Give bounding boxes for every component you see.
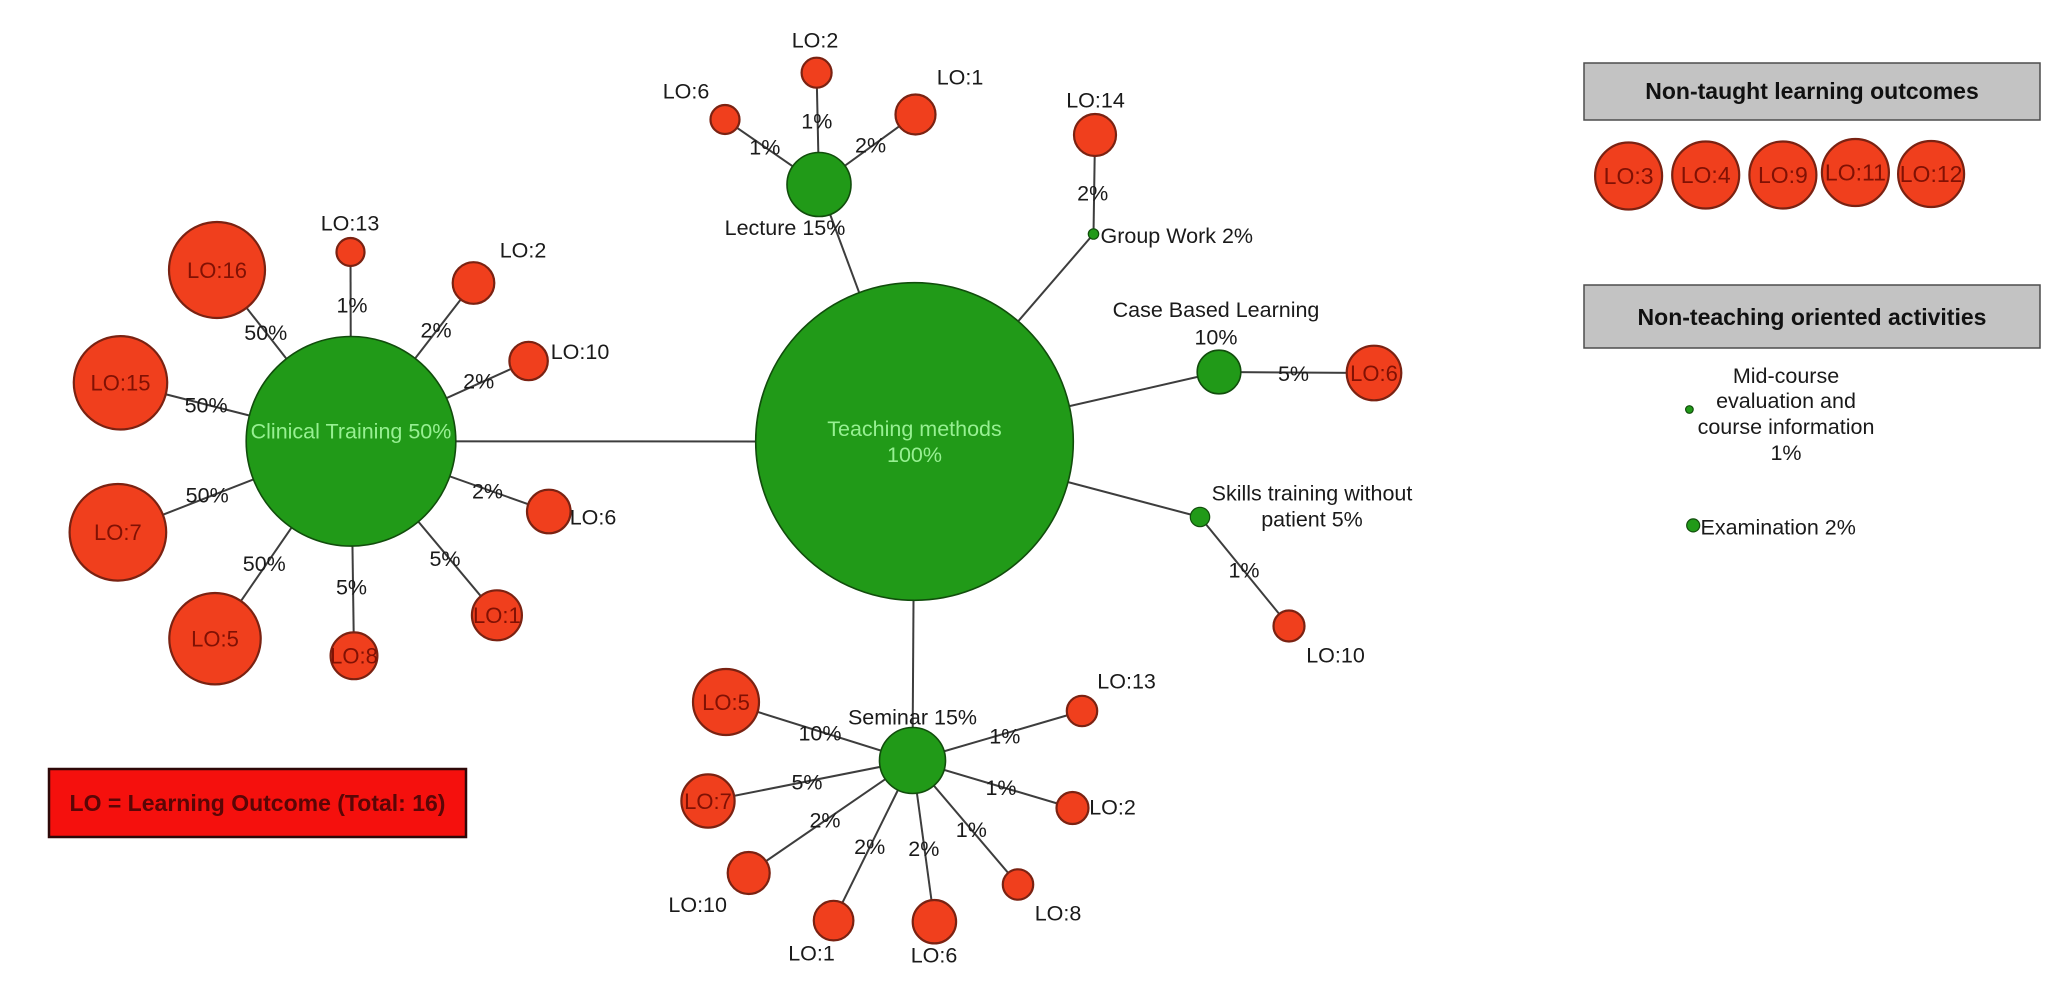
svg-text:2%: 2% bbox=[1077, 182, 1108, 206]
svg-text:2%: 2% bbox=[472, 479, 503, 503]
svg-text:2%: 2% bbox=[855, 133, 886, 157]
svg-text:LO:8: LO:8 bbox=[330, 644, 378, 669]
svg-text:LO:10: LO:10 bbox=[1306, 644, 1365, 668]
svg-text:50%: 50% bbox=[185, 394, 228, 418]
svg-text:Group Work 2%: Group Work 2% bbox=[1101, 224, 1254, 248]
svg-text:100%: 100% bbox=[887, 443, 942, 467]
svg-text:LO:6: LO:6 bbox=[663, 80, 710, 104]
svg-text:Skills training without: Skills training without bbox=[1212, 482, 1413, 506]
svg-text:LO:2: LO:2 bbox=[500, 239, 547, 263]
svg-text:LO:16: LO:16 bbox=[187, 258, 247, 283]
svg-text:5%: 5% bbox=[791, 770, 822, 794]
svg-text:1%: 1% bbox=[1770, 441, 1801, 465]
svg-text:LO:1: LO:1 bbox=[788, 942, 835, 966]
svg-text:5%: 5% bbox=[429, 547, 460, 571]
svg-text:LO:7: LO:7 bbox=[94, 520, 142, 545]
svg-text:LO:7: LO:7 bbox=[684, 789, 732, 814]
svg-text:LO:9: LO:9 bbox=[1758, 162, 1808, 188]
svg-text:Seminar 15%: Seminar 15% bbox=[848, 706, 977, 730]
svg-text:1%: 1% bbox=[749, 135, 780, 159]
svg-text:LO:1: LO:1 bbox=[473, 603, 521, 628]
svg-text:LO:15: LO:15 bbox=[91, 371, 151, 396]
svg-text:2%: 2% bbox=[809, 808, 840, 832]
svg-text:Clinical Training 50%: Clinical Training 50% bbox=[251, 420, 452, 444]
svg-text:1%: 1% bbox=[336, 294, 367, 318]
svg-text:LO = Learning Outcome (Total:: LO = Learning Outcome (Total: 16) bbox=[70, 790, 446, 816]
svg-text:Non-teaching oriented activiti: Non-teaching oriented activities bbox=[1638, 304, 1987, 330]
svg-text:1%: 1% bbox=[956, 818, 987, 842]
svg-text:LO:5: LO:5 bbox=[191, 627, 239, 652]
svg-text:10%: 10% bbox=[1194, 326, 1237, 350]
svg-text:Non-taught learning outcomes: Non-taught learning outcomes bbox=[1645, 78, 1979, 104]
svg-text:patient 5%: patient 5% bbox=[1261, 508, 1363, 532]
svg-text:LO:14: LO:14 bbox=[1066, 89, 1125, 113]
svg-text:LO:8: LO:8 bbox=[1035, 902, 1082, 926]
svg-text:LO:4: LO:4 bbox=[1681, 162, 1731, 188]
svg-text:LO:1: LO:1 bbox=[937, 66, 984, 90]
svg-text:50%: 50% bbox=[244, 321, 287, 345]
svg-text:LO:11: LO:11 bbox=[1825, 159, 1886, 185]
svg-text:Teaching methods: Teaching methods bbox=[827, 417, 1002, 441]
svg-text:Case Based Learning: Case Based Learning bbox=[1113, 298, 1320, 322]
svg-text:5%: 5% bbox=[1278, 362, 1309, 386]
svg-text:2%: 2% bbox=[854, 835, 885, 859]
svg-text:50%: 50% bbox=[243, 552, 286, 576]
svg-text:course information: course information bbox=[1698, 415, 1875, 439]
svg-text:5%: 5% bbox=[336, 575, 367, 599]
svg-text:10%: 10% bbox=[798, 722, 841, 746]
svg-text:LO:13: LO:13 bbox=[321, 212, 380, 236]
svg-text:LO:2: LO:2 bbox=[792, 29, 839, 53]
svg-text:LO:13: LO:13 bbox=[1097, 670, 1156, 694]
svg-text:2%: 2% bbox=[908, 837, 939, 861]
svg-text:1%: 1% bbox=[985, 776, 1016, 800]
svg-text:LO:10: LO:10 bbox=[551, 340, 610, 364]
svg-text:LO:3: LO:3 bbox=[1604, 163, 1654, 189]
svg-text:Examination 2%: Examination 2% bbox=[1701, 516, 1856, 540]
svg-text:1%: 1% bbox=[801, 109, 832, 133]
svg-text:LO:10: LO:10 bbox=[668, 893, 727, 917]
svg-text:1%: 1% bbox=[989, 725, 1020, 749]
svg-text:LO:12: LO:12 bbox=[1900, 161, 1963, 187]
svg-text:LO:6: LO:6 bbox=[1350, 361, 1398, 386]
svg-text:LO:2: LO:2 bbox=[1089, 796, 1136, 820]
svg-text:LO:6: LO:6 bbox=[911, 944, 958, 968]
svg-text:LO:6: LO:6 bbox=[570, 505, 617, 529]
svg-text:1%: 1% bbox=[1228, 558, 1259, 582]
svg-text:Lecture 15%: Lecture 15% bbox=[725, 216, 846, 240]
svg-text:evaluation and: evaluation and bbox=[1716, 389, 1856, 413]
svg-text:2%: 2% bbox=[421, 318, 452, 342]
svg-text:Mid-course: Mid-course bbox=[1733, 364, 1839, 388]
svg-text:50%: 50% bbox=[186, 484, 229, 508]
svg-text:2%: 2% bbox=[463, 369, 494, 393]
svg-text:LO:5: LO:5 bbox=[702, 690, 750, 715]
